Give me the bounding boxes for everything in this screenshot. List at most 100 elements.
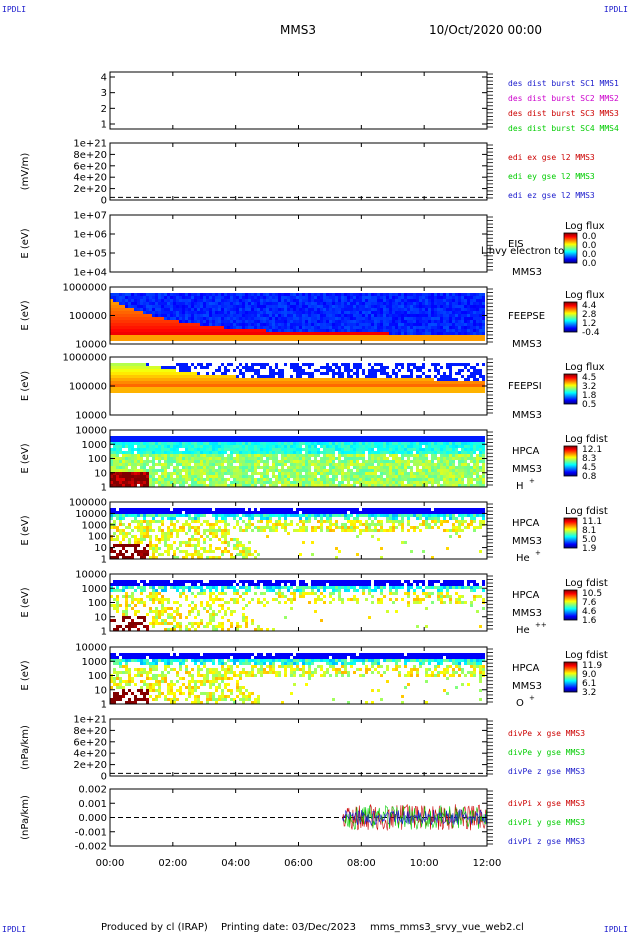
heatmap-cell (314, 293, 317, 296)
heatmap-cell (266, 317, 269, 320)
heatmap-cell (302, 299, 305, 302)
heatmap-cell (350, 472, 353, 475)
heatmap-cell (356, 436, 359, 439)
heatmap-cell (134, 302, 137, 305)
heatmap-cell (227, 442, 230, 445)
heatmap-cell (386, 445, 389, 448)
heatmap-cell (209, 375, 212, 378)
heatmap-cell (317, 311, 320, 314)
heatmap-cell (152, 369, 155, 372)
heatmap-cell (161, 457, 164, 460)
heatmap-cell (164, 308, 167, 311)
heatmap-cell (215, 326, 218, 329)
heatmap-cell (407, 448, 410, 451)
heatmap-cell (371, 478, 374, 481)
heatmap-cell (407, 363, 410, 366)
heatmap-cell (242, 314, 245, 317)
heatmap-cell (347, 475, 350, 478)
heatmap-cell (344, 302, 347, 305)
heatmap-cell (413, 293, 416, 296)
heatmap-cell (290, 472, 293, 475)
heatmap-cell (443, 314, 446, 317)
heatmap-cell (119, 475, 122, 478)
heatmap-cell (119, 296, 122, 299)
heatmap-cell (425, 335, 428, 338)
heatmap-cell (254, 451, 257, 454)
heatmap-cell (305, 320, 308, 323)
heatmap-cell (230, 475, 233, 478)
heatmap-cell (185, 335, 188, 338)
heatmap-cell (437, 332, 440, 335)
heatmap-cell (431, 311, 434, 314)
heatmap-cell (311, 326, 314, 329)
heatmap-cell (305, 478, 308, 481)
heatmap-cell (158, 381, 161, 384)
heatmap-cell (137, 448, 140, 451)
heatmap-cell (368, 387, 371, 390)
heatmap-cell (140, 320, 143, 323)
heatmap-cell (374, 375, 377, 378)
heatmap-cell (326, 308, 329, 311)
heatmap-cell (407, 387, 410, 390)
heatmap-cell (143, 469, 146, 472)
heatmap-cell (191, 302, 194, 305)
heatmap-cell (359, 466, 362, 469)
heatmap-cell (140, 472, 143, 475)
heatmap-cell (356, 442, 359, 445)
heatmap-cell (380, 332, 383, 335)
heatmap-cell (284, 387, 287, 390)
heatmap-cell (350, 302, 353, 305)
heatmap-cell (155, 338, 158, 341)
heatmap-cell (275, 299, 278, 302)
heatmap-cell (326, 463, 329, 466)
heatmap-cell (155, 320, 158, 323)
heatmap-cell (206, 387, 209, 390)
heatmap-cell (323, 296, 326, 299)
heatmap-cell (311, 314, 314, 317)
heatmap-cell (125, 442, 128, 445)
heatmap-cell (317, 314, 320, 317)
heatmap-cell (131, 311, 134, 314)
heatmap-cell (236, 390, 239, 393)
heatmap-cell (122, 439, 125, 442)
heatmap-cell (434, 363, 437, 366)
heatmap-cell (440, 308, 443, 311)
heatmap-cell (416, 335, 419, 338)
heatmap-cell (395, 320, 398, 323)
heatmap-cell (308, 366, 311, 369)
heatmap-cell (407, 308, 410, 311)
heatmap-cell (239, 454, 242, 457)
heatmap-cell (305, 299, 308, 302)
heatmap-cell (278, 375, 281, 378)
heatmap-cell (248, 369, 251, 372)
heatmap-cell (434, 369, 437, 372)
heatmap-cell (422, 302, 425, 305)
heatmap-cell (179, 335, 182, 338)
heatmap-cell (230, 299, 233, 302)
heatmap-cell (233, 299, 236, 302)
heatmap-cell (239, 378, 242, 381)
heatmap-cell (149, 484, 152, 487)
heatmap-cell (431, 384, 434, 387)
heatmap-cell (377, 381, 380, 384)
heatmap-cell (179, 329, 182, 332)
heatmap-cell (224, 311, 227, 314)
heatmap-cell (368, 308, 371, 311)
heatmap-cell (428, 299, 431, 302)
heatmap-cell (140, 323, 143, 326)
heatmap-cell (440, 299, 443, 302)
heatmap-cell (122, 305, 125, 308)
heatmap-cell (371, 436, 374, 439)
heatmap-cell (221, 323, 224, 326)
heatmap-cell (119, 445, 122, 448)
heatmap-cell (188, 384, 191, 387)
heatmap-cell (128, 314, 131, 317)
heatmap-cell (164, 320, 167, 323)
heatmap-cell (260, 448, 263, 451)
heatmap-cell (176, 460, 179, 463)
heatmap-cell (422, 317, 425, 320)
heatmap-cell (425, 384, 428, 387)
heatmap-cell (128, 384, 131, 387)
heatmap-cell (299, 326, 302, 329)
heatmap-cell (176, 439, 179, 442)
